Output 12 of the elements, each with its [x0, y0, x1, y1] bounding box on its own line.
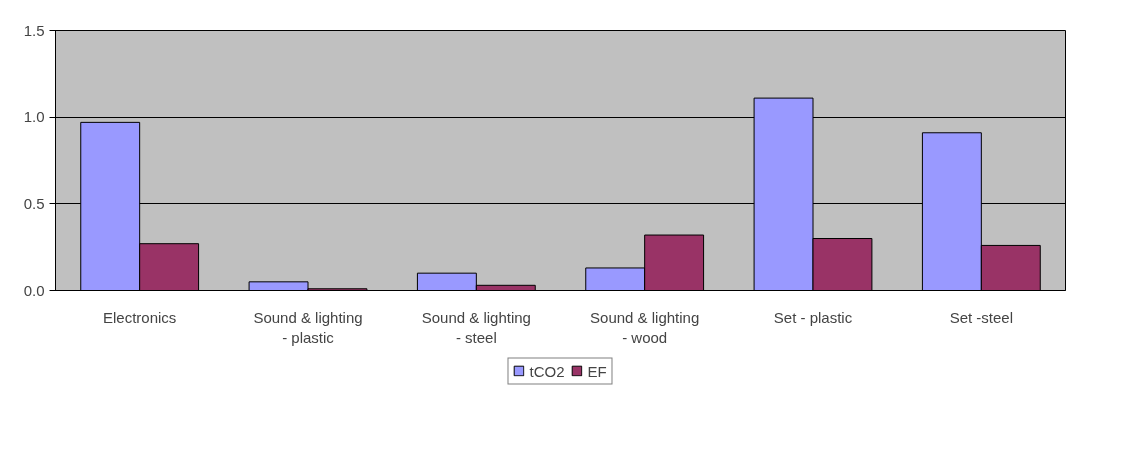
x-tick-label: Sound & lighting - plastic [253, 308, 363, 346]
y-tick-label: 1.5 [23, 21, 45, 39]
x-tick-label: Electronics [102, 308, 177, 326]
y-tick-label: 1.0 [23, 108, 45, 126]
x-tick-label: Set - plastic [773, 308, 853, 326]
y-tick-label: 0.5 [23, 194, 45, 212]
legend-label: tCO2 [529, 362, 565, 379]
x-tick-label: Sound & lighting - steel [421, 308, 531, 346]
x-tick-label: Sound & lighting - wood [590, 308, 700, 346]
legend-label: EF [587, 362, 608, 379]
x-tick-label: Set -steel [949, 308, 1014, 326]
y-tick-label: 0.0 [23, 281, 45, 299]
